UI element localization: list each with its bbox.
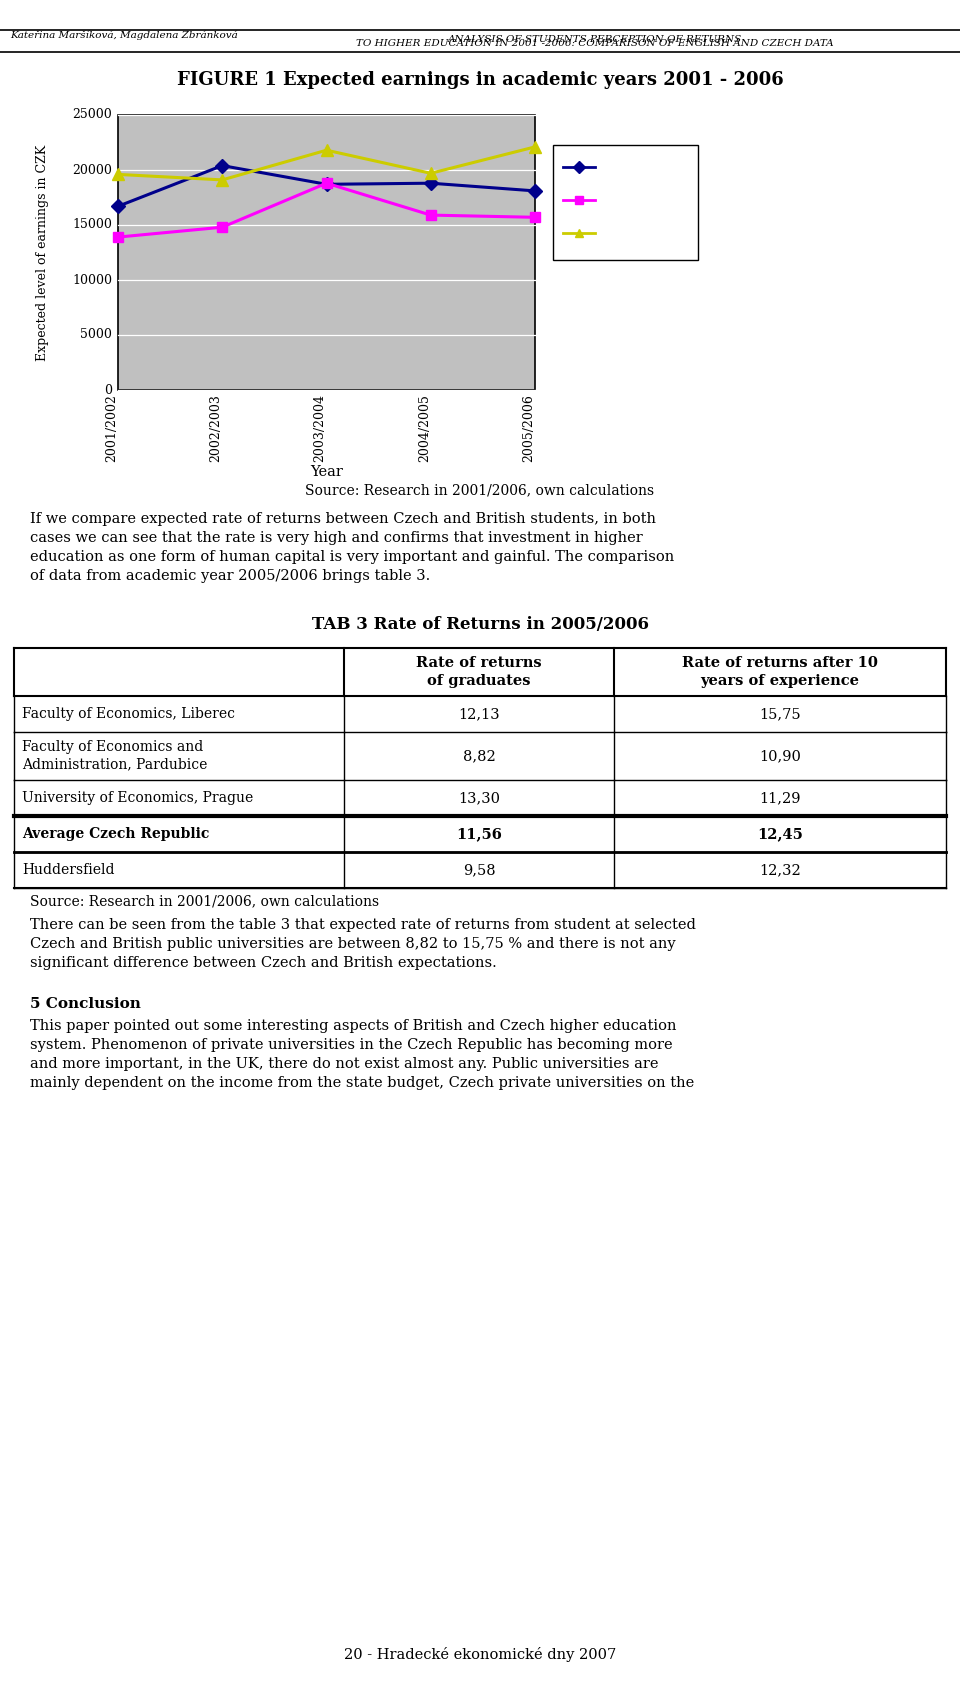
Text: 20 - Hradecké ekonomické dny 2007: 20 - Hradecké ekonomické dny 2007 xyxy=(344,1647,616,1662)
Text: 12,13: 12,13 xyxy=(458,707,500,721)
Text: 12,32: 12,32 xyxy=(759,862,801,877)
Text: TO HIGHER EDUCATION IN 2001 -2006: COMPARISON OF ENGLISH AND CZECH DATA: TO HIGHER EDUCATION IN 2001 -2006: COMPA… xyxy=(356,39,834,47)
Text: Source: Research in 2001/2006, own calculations: Source: Research in 2001/2006, own calcu… xyxy=(305,483,655,497)
Text: 11,29: 11,29 xyxy=(759,791,801,805)
Text: Kateřina Maršíková, Magdalena Zbránková: Kateřina Maršíková, Magdalena Zbránková xyxy=(10,30,238,40)
Text: ANALYSIS OF STUDENTS PERCEPTION OF RETURNS: ANALYSIS OF STUDENTS PERCEPTION OF RETUR… xyxy=(448,34,742,44)
Text: 2003/2004: 2003/2004 xyxy=(314,394,326,461)
Text: and more important, in the UK, there do not exist almost any. Public universitie: and more important, in the UK, there do … xyxy=(30,1058,659,1071)
Text: Year: Year xyxy=(310,465,343,478)
Text: There can be seen from the table 3 that expected rate of returns from student at: There can be seen from the table 3 that … xyxy=(30,918,696,931)
Text: Czech and British public universities are between 8,82 to 15,75 % and there is n: Czech and British public universities ar… xyxy=(30,936,676,951)
Text: cases we can see that the rate is very high and confirms that investment in high: cases we can see that the rate is very h… xyxy=(30,530,643,546)
Text: Faculty of Economics and
Administration, Pardubice: Faculty of Economics and Administration,… xyxy=(22,741,207,771)
Text: 9,58: 9,58 xyxy=(463,862,495,877)
Text: 15000: 15000 xyxy=(72,219,112,231)
Text: Source: Research in 2001/2006, own calculations: Source: Research in 2001/2006, own calcu… xyxy=(30,894,379,908)
Text: 10000: 10000 xyxy=(72,273,112,286)
Text: 2005/2006: 2005/2006 xyxy=(522,394,535,461)
Text: significant difference between Czech and British expectations.: significant difference between Czech and… xyxy=(30,957,496,970)
Text: Prague: Prague xyxy=(603,226,654,241)
Text: system. Phenomenon of private universities in the Czech Republic has becoming mo: system. Phenomenon of private universiti… xyxy=(30,1037,673,1052)
Text: Expected level of earnings in CZK: Expected level of earnings in CZK xyxy=(36,145,50,360)
Text: Rate of returns
of graduates: Rate of returns of graduates xyxy=(417,655,541,689)
Text: 2004/2005: 2004/2005 xyxy=(418,394,431,461)
Text: FIGURE 1 Expected earnings in academic years 2001 - 2006: FIGURE 1 Expected earnings in academic y… xyxy=(177,71,783,89)
Text: If we compare expected rate of returns between Czech and British students, in bo: If we compare expected rate of returns b… xyxy=(30,512,656,525)
Text: TAB 3 Rate of Returns in 2005/2006: TAB 3 Rate of Returns in 2005/2006 xyxy=(311,616,649,633)
Text: 8,82: 8,82 xyxy=(463,749,495,763)
Text: 15,75: 15,75 xyxy=(759,707,801,721)
Text: mainly dependent on the income from the state budget, Czech private universities: mainly dependent on the income from the … xyxy=(30,1076,694,1090)
Text: Pardubice: Pardubice xyxy=(603,194,674,207)
Text: Average Czech Republic: Average Czech Republic xyxy=(22,827,209,840)
Text: Faculty of Economics, Liberec: Faculty of Economics, Liberec xyxy=(22,707,235,721)
Text: This paper pointed out some interesting aspects of British and Czech higher educ: This paper pointed out some interesting … xyxy=(30,1019,677,1032)
Text: Huddersfield: Huddersfield xyxy=(22,862,114,877)
Text: 11,56: 11,56 xyxy=(456,827,502,840)
Text: 0: 0 xyxy=(104,384,112,396)
Bar xyxy=(118,115,535,391)
Text: 12,45: 12,45 xyxy=(757,827,803,840)
Text: 13,30: 13,30 xyxy=(458,791,500,805)
Bar xyxy=(553,145,698,259)
Text: of data from academic year 2005/2006 brings table 3.: of data from academic year 2005/2006 bri… xyxy=(30,569,430,583)
Text: Rate of returns after 10
years of experience: Rate of returns after 10 years of experi… xyxy=(682,655,878,689)
Text: 10,90: 10,90 xyxy=(759,749,801,763)
Text: 2001/2002: 2001/2002 xyxy=(105,394,118,461)
Text: Liberec: Liberec xyxy=(603,160,657,173)
Text: 20000: 20000 xyxy=(72,163,112,177)
Text: 5000: 5000 xyxy=(80,328,112,342)
Text: education as one form of human capital is very important and gainful. The compar: education as one form of human capital i… xyxy=(30,551,674,564)
Text: 25000: 25000 xyxy=(72,108,112,121)
Text: 2002/2003: 2002/2003 xyxy=(209,394,223,461)
Text: University of Economics, Prague: University of Economics, Prague xyxy=(22,791,253,805)
Text: 5 Conclusion: 5 Conclusion xyxy=(30,997,141,1010)
